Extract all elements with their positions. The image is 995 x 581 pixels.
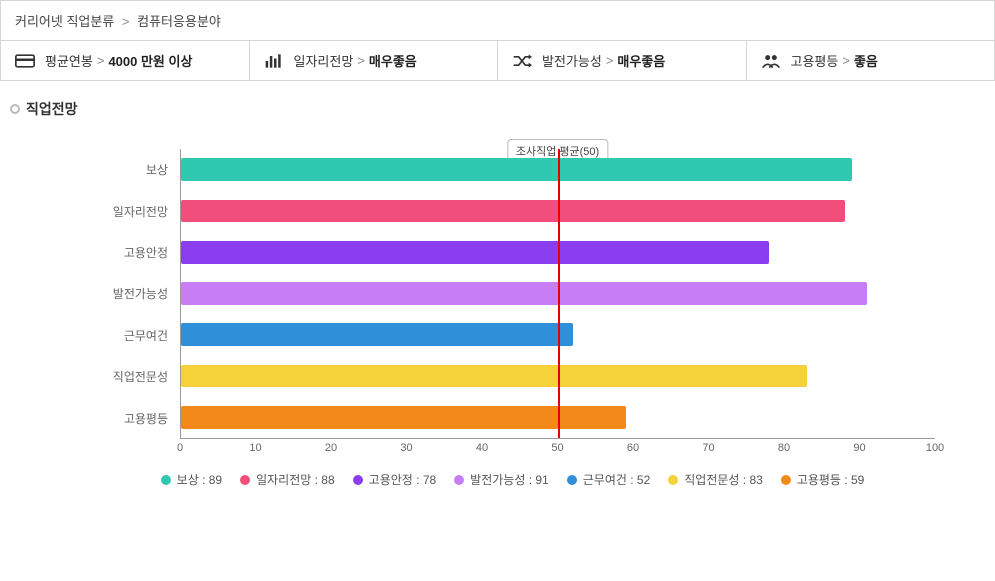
legend-swatch: [567, 475, 577, 485]
stat-arrow: >: [606, 53, 614, 68]
y-axis-labels: 보상일자리전망고용안정발전가능성근무여건직업전문성고용평등: [90, 149, 180, 439]
breadcrumb: 커리어넷 직업분류 > 컴퓨터응용분야: [0, 0, 995, 41]
y-axis-label: 고용안정: [90, 232, 180, 273]
stat-arrow: >: [97, 53, 105, 68]
x-tick: 20: [325, 442, 337, 454]
x-tick: 60: [627, 442, 639, 454]
bar[interactable]: [181, 365, 807, 388]
legend-item: 보상 : 89: [161, 471, 222, 488]
bar[interactable]: [181, 200, 845, 223]
salary-icon: [15, 52, 35, 70]
legend-swatch: [454, 475, 464, 485]
stat-label: 일자리전망: [294, 51, 354, 70]
bar[interactable]: [181, 158, 852, 181]
stat-arrow: >: [357, 53, 365, 68]
stat-label: 고용평등: [791, 51, 839, 70]
barchart-icon: [264, 52, 284, 70]
legend-item: 발전가능성 : 91: [454, 471, 549, 488]
stat-jobs: 일자리전망 > 매우좋음: [250, 41, 499, 80]
plot-area: [180, 149, 935, 439]
x-tick: 10: [249, 442, 261, 454]
stat-value: 4000 만원 이상: [108, 51, 192, 70]
stats-row: 평균연봉 > 4000 만원 이상 일자리전망 > 매우좋음 발전가능성 > 매…: [0, 41, 995, 81]
breadcrumb-item[interactable]: 컴퓨터응용분야: [137, 14, 221, 29]
breadcrumb-item[interactable]: 커리어넷 직업분류: [15, 14, 114, 29]
people-icon: [761, 52, 781, 70]
stat-equal: 고용평등 > 좋음: [747, 41, 995, 80]
legend: 보상 : 89 일자리전망 : 88 고용안정 : 78 발전가능성 : 91 근무여건…: [90, 471, 935, 488]
bar[interactable]: [181, 323, 573, 346]
stat-label: 평균연봉: [45, 51, 93, 70]
x-axis: 0102030405060708090100: [180, 439, 935, 457]
legend-text: 고용안정 : 78: [369, 471, 437, 488]
x-tick: 40: [476, 442, 488, 454]
y-axis-label: 근무여건: [90, 315, 180, 356]
legend-item: 일자리전망 : 88: [240, 471, 335, 488]
legend-item: 고용안정 : 78: [353, 471, 437, 488]
y-axis-label: 보상: [90, 149, 180, 190]
reference-line: [558, 149, 560, 438]
legend-swatch: [240, 475, 250, 485]
legend-item: 직업전문성 : 83: [668, 471, 763, 488]
y-axis-label: 직업전문성: [90, 356, 180, 397]
legend-text: 고용평등 : 59: [797, 471, 865, 488]
legend-text: 발전가능성 : 91: [470, 471, 549, 488]
stat-salary: 평균연봉 > 4000 만원 이상: [1, 41, 250, 80]
x-tick: 70: [702, 442, 714, 454]
stat-growth: 발전가능성 > 매우좋음: [498, 41, 747, 80]
stat-value: 매우좋음: [369, 51, 417, 70]
legend-item: 근무여건 : 52: [567, 471, 651, 488]
stat-label: 발전가능성: [542, 51, 602, 70]
x-tick: 90: [853, 442, 865, 454]
x-tick: 80: [778, 442, 790, 454]
stat-value: 좋음: [854, 51, 878, 70]
legend-item: 고용평등 : 59: [781, 471, 865, 488]
bullet-icon: [10, 104, 20, 114]
legend-text: 근무여건 : 52: [583, 471, 651, 488]
bar[interactable]: [181, 241, 769, 264]
legend-swatch: [668, 475, 678, 485]
legend-swatch: [781, 475, 791, 485]
legend-text: 일자리전망 : 88: [256, 471, 335, 488]
x-tick: 100: [926, 442, 944, 454]
breadcrumb-sep: >: [122, 14, 130, 29]
x-tick: 0: [177, 442, 183, 454]
legend-text: 직업전문성 : 83: [684, 471, 763, 488]
legend-text: 보상 : 89: [177, 471, 222, 488]
bar[interactable]: [181, 282, 867, 305]
shuffle-icon: [512, 52, 532, 70]
x-tick: 50: [551, 442, 563, 454]
y-axis-label: 고용평등: [90, 398, 180, 439]
chart: 조사직업 평균(50) 보상일자리전망고용안정발전가능성근무여건직업전문성고용평…: [90, 149, 935, 488]
section-title: 직업전망: [10, 99, 995, 119]
legend-swatch: [353, 475, 363, 485]
x-tick: 30: [400, 442, 412, 454]
stat-arrow: >: [842, 53, 850, 68]
section-title-text: 직업전망: [26, 99, 78, 119]
y-axis-label: 발전가능성: [90, 273, 180, 314]
legend-swatch: [161, 475, 171, 485]
y-axis-label: 일자리전망: [90, 190, 180, 231]
stat-value: 매우좋음: [617, 51, 665, 70]
